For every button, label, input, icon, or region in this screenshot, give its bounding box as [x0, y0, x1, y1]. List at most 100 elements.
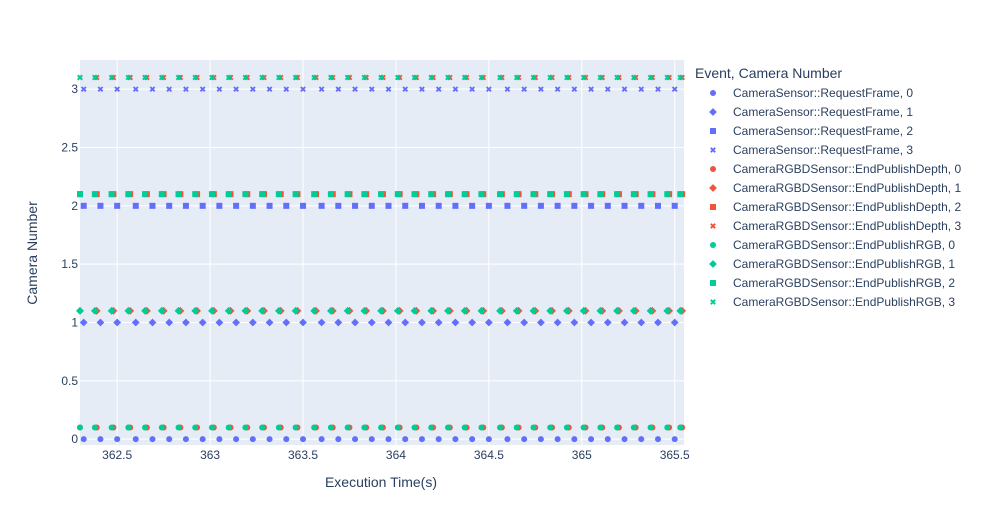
legend-item[interactable]: CameraRGBDSensor::EndPublishDepth, 0	[710, 162, 961, 176]
data-point	[132, 202, 139, 209]
legend-label: CameraRGBDSensor::EndPublishDepth, 3	[733, 219, 961, 233]
data-point	[538, 86, 544, 93]
data-point	[614, 191, 621, 198]
data-point	[428, 424, 435, 431]
data-point	[444, 424, 451, 431]
data-point	[283, 202, 290, 209]
x-tick-label: 363.5	[288, 448, 318, 462]
data-point	[401, 318, 410, 327]
data-point	[90, 306, 99, 315]
data-point	[335, 86, 342, 93]
data-point	[580, 424, 587, 431]
data-point	[503, 318, 512, 327]
data-point	[435, 202, 442, 209]
data-point	[377, 306, 385, 315]
data-point	[232, 318, 241, 327]
legend-marker	[710, 242, 716, 248]
data-point	[80, 202, 87, 209]
legend-marker	[710, 128, 716, 134]
legend-label: CameraRGBDSensor::EndPublishRGB, 2	[733, 276, 955, 290]
legend-item[interactable]: CameraRGBDSensor::EndPublishRGB, 2	[710, 276, 955, 290]
legend-marker	[710, 280, 716, 286]
legend-item[interactable]: CameraRGBDSensor::EndPublishDepth, 2	[710, 200, 961, 214]
data-point	[418, 436, 425, 443]
legend-label: CameraRGBDSensor::EndPublishDepth, 0	[733, 162, 961, 176]
legend-item[interactable]: CameraSensor::RequestFrame, 0	[710, 86, 913, 100]
legend-item[interactable]: CameraRGBDSensor::EndPublishRGB, 3	[710, 295, 955, 309]
legend-marker	[710, 166, 716, 172]
data-point	[233, 202, 240, 209]
data-point	[266, 436, 273, 443]
data-point	[444, 191, 451, 198]
data-point	[318, 86, 325, 93]
data-point	[157, 306, 166, 315]
x-tick-label: 362.5	[102, 448, 132, 462]
data-point	[216, 86, 223, 93]
data-point	[597, 74, 604, 81]
data-point	[291, 306, 300, 315]
data-point	[630, 424, 637, 431]
data-point	[513, 191, 520, 198]
data-point	[199, 436, 206, 443]
series-marks	[76, 306, 685, 315]
legend-marker	[710, 147, 716, 153]
data-point	[166, 436, 173, 443]
data-point	[630, 74, 637, 81]
data-point	[335, 202, 342, 209]
data-point	[563, 306, 571, 315]
data-point	[361, 424, 368, 431]
legend-item[interactable]: CameraSensor::RequestFrame, 3	[710, 143, 913, 157]
legend-marker	[709, 260, 717, 268]
data-point	[677, 191, 684, 198]
data-point	[91, 191, 98, 198]
y-tick-label: 0.5	[61, 374, 78, 388]
data-point	[571, 86, 578, 93]
data-point	[604, 86, 611, 93]
legend-item[interactable]: CameraRGBDSensor::EndPublishRGB, 0	[710, 238, 955, 252]
data-point	[497, 424, 504, 431]
data-point	[209, 74, 215, 81]
data-point	[148, 318, 157, 327]
data-point	[282, 318, 291, 327]
data-point	[352, 202, 359, 209]
data-point	[478, 74, 485, 81]
data-point	[266, 86, 273, 93]
data-point	[620, 318, 629, 327]
legend-item[interactable]: CameraRGBDSensor::EndPublishDepth, 3	[710, 219, 961, 233]
data-point	[571, 202, 578, 209]
data-point	[537, 202, 544, 209]
data-point	[327, 424, 334, 431]
data-point	[654, 318, 662, 327]
data-point	[311, 74, 318, 81]
data-point	[394, 191, 401, 198]
data-point	[233, 86, 239, 93]
data-point	[571, 436, 578, 443]
data-point	[530, 74, 537, 81]
data-point	[671, 436, 678, 443]
data-point	[654, 436, 661, 443]
data-point	[394, 74, 401, 81]
data-point	[215, 318, 224, 327]
legend-item[interactable]: CameraRGBDSensor::EndPublishDepth, 1	[709, 181, 961, 195]
data-point	[537, 436, 544, 443]
data-point	[597, 191, 604, 198]
data-point	[249, 86, 256, 93]
data-point	[132, 86, 139, 93]
data-point	[588, 86, 594, 93]
x-axis-label: Execution Time(s)	[325, 474, 437, 490]
data-point	[378, 74, 384, 81]
data-point	[192, 74, 199, 81]
data-point	[368, 436, 375, 443]
gridlines	[80, 60, 684, 445]
data-point	[461, 424, 468, 431]
data-point	[614, 424, 621, 431]
legend-item[interactable]: CameraSensor::RequestFrame, 1	[709, 105, 913, 119]
data-point	[554, 86, 561, 93]
data-point	[411, 74, 418, 81]
legend-item[interactable]: CameraSensor::RequestFrame, 2	[710, 124, 913, 138]
data-point	[249, 436, 256, 443]
data-point	[141, 306, 149, 315]
data-point	[174, 306, 183, 315]
legend-item[interactable]: CameraRGBDSensor::EndPublishRGB, 1	[709, 257, 955, 271]
data-point	[477, 306, 486, 315]
